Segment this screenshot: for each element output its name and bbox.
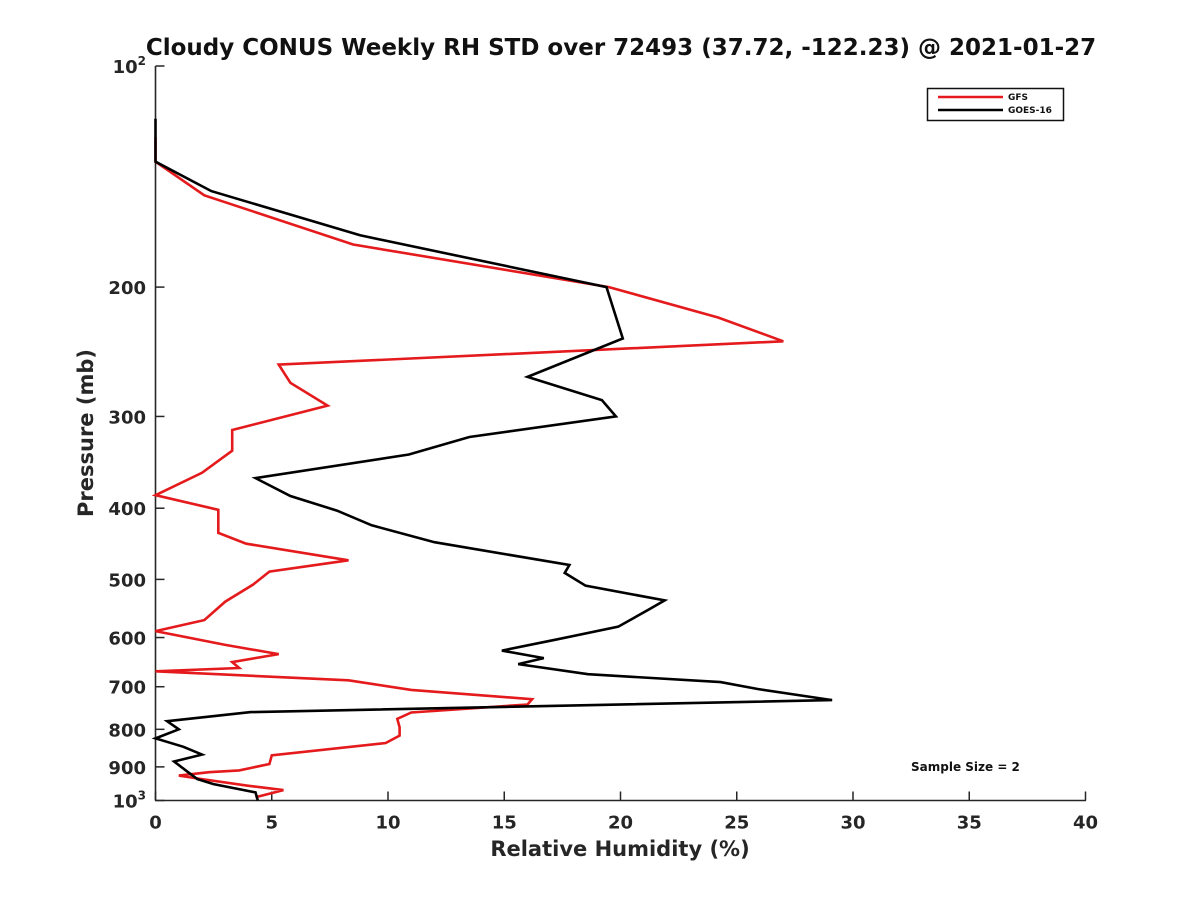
y-axis-label: Pressure (mb) xyxy=(74,349,98,517)
sample-size-annotation: Sample Size = 2 xyxy=(911,760,1020,774)
x-tick-label: 20 xyxy=(608,813,633,834)
x-tick-label: 35 xyxy=(957,813,982,834)
x-tick-label: 15 xyxy=(492,813,517,834)
chart-title: Cloudy CONUS Weekly RH STD over 72493 (3… xyxy=(146,35,1096,61)
y-tick-label: 800 xyxy=(108,720,146,741)
x-tick-label: 10 xyxy=(375,813,400,834)
x-tick-label: 30 xyxy=(840,813,865,834)
y-tick-label: 400 xyxy=(108,499,146,520)
series-line-goes-16 xyxy=(151,118,833,801)
x-tick-label: 5 xyxy=(265,813,278,834)
y-tick-label: 700 xyxy=(108,678,146,699)
y-tick-label: 900 xyxy=(108,758,146,779)
x-tick-label: 25 xyxy=(724,813,749,834)
x-axis-ticks: 0 5 10 15 20 25 30 35 40 xyxy=(149,791,1098,834)
x-tick-label: 40 xyxy=(1073,813,1098,834)
series-lines xyxy=(151,118,833,801)
legend: GFS GOES-16 xyxy=(926,87,1065,122)
legend-box xyxy=(926,87,1065,122)
x-tick-label: 0 xyxy=(149,813,162,834)
legend-label-gfs: GFS xyxy=(1008,93,1028,103)
y-axis-ticks: 102 200 300 400 500 600 700 800 900 103 xyxy=(108,54,165,813)
y-tick-label: 300 xyxy=(108,407,146,428)
y-tick-label: 200 xyxy=(108,278,146,299)
series-line-gfs xyxy=(151,137,784,799)
legend-label-goes16: GOES-16 xyxy=(1008,106,1052,116)
plot-area: 0 5 10 15 20 25 30 35 40 102 200 300 400 500 600 700 80… xyxy=(108,54,1098,834)
x-axis-label: Relative Humidity (%) xyxy=(490,837,749,861)
y-tick-label: 500 xyxy=(108,570,146,591)
y-tick-label: 600 xyxy=(108,629,146,650)
y-tick-label: 102 xyxy=(113,54,146,78)
y-tick-label: 103 xyxy=(113,789,146,813)
